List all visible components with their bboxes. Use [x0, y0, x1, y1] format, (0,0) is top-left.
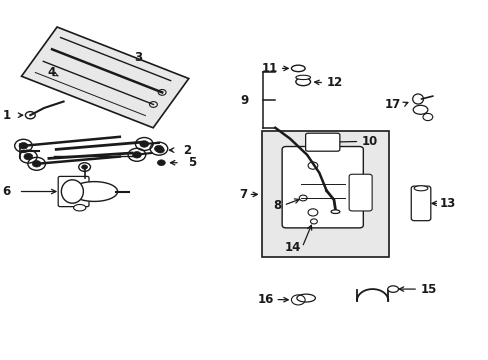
FancyBboxPatch shape	[58, 176, 89, 207]
FancyBboxPatch shape	[305, 133, 339, 151]
Ellipse shape	[61, 180, 83, 203]
FancyBboxPatch shape	[261, 131, 388, 257]
Ellipse shape	[295, 78, 310, 86]
Text: 3: 3	[134, 51, 142, 64]
Text: 9: 9	[240, 94, 248, 107]
Circle shape	[19, 143, 28, 149]
Text: 16: 16	[257, 293, 273, 306]
Circle shape	[157, 160, 165, 166]
Circle shape	[156, 147, 164, 153]
Ellipse shape	[412, 94, 423, 104]
Text: 15: 15	[420, 283, 436, 296]
Ellipse shape	[412, 105, 427, 114]
Ellipse shape	[387, 286, 398, 292]
Text: 1: 1	[2, 109, 11, 122]
Circle shape	[140, 141, 148, 147]
FancyBboxPatch shape	[410, 186, 430, 221]
Text: 11: 11	[261, 62, 277, 75]
Text: 6: 6	[2, 185, 11, 198]
Ellipse shape	[295, 75, 310, 80]
Ellipse shape	[330, 210, 339, 213]
Ellipse shape	[296, 294, 315, 302]
Text: 7: 7	[238, 188, 246, 201]
Text: 4: 4	[47, 66, 55, 78]
Polygon shape	[21, 27, 188, 128]
Ellipse shape	[291, 65, 305, 72]
Circle shape	[32, 161, 41, 167]
Text: 14: 14	[284, 241, 300, 254]
Text: 13: 13	[439, 197, 455, 210]
Ellipse shape	[413, 186, 427, 191]
Text: 12: 12	[326, 76, 342, 89]
Circle shape	[154, 145, 163, 152]
Circle shape	[132, 152, 141, 158]
FancyBboxPatch shape	[282, 147, 363, 228]
Text: 8: 8	[272, 199, 281, 212]
Text: 17: 17	[384, 98, 400, 111]
Circle shape	[24, 153, 33, 160]
Ellipse shape	[71, 181, 118, 202]
Circle shape	[81, 165, 87, 169]
Text: 10: 10	[361, 135, 377, 148]
FancyBboxPatch shape	[348, 174, 371, 211]
Ellipse shape	[73, 204, 85, 211]
Text: 5: 5	[188, 156, 196, 169]
Text: 2: 2	[183, 144, 191, 157]
